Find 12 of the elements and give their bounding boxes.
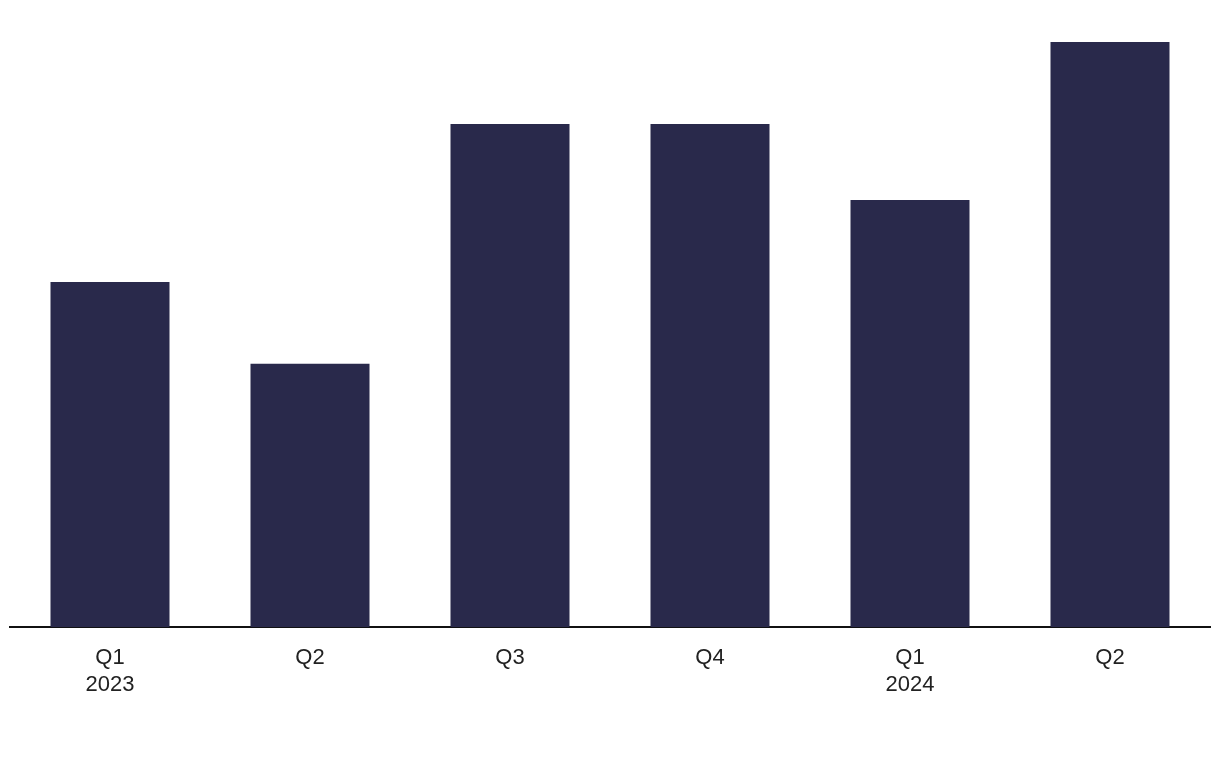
x-tick-label: Q2 <box>295 644 325 670</box>
x-tick-label: Q3 <box>495 644 525 670</box>
x-tick-label: Q2 <box>1095 644 1125 670</box>
bar <box>450 123 570 628</box>
x-tick-label: Q1 2024 <box>885 644 935 696</box>
x-tick-label: Q4 <box>695 644 725 670</box>
bar <box>1050 42 1170 628</box>
bar <box>250 363 370 628</box>
x-tick-label: Q1 2023 <box>85 644 135 696</box>
bar <box>850 200 970 628</box>
bar <box>650 123 770 628</box>
bar <box>50 281 170 628</box>
